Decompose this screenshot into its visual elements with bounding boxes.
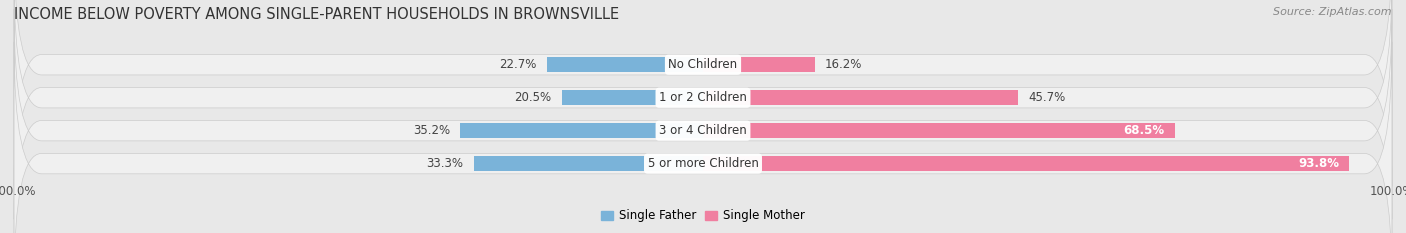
Text: 93.8%: 93.8% <box>1298 157 1339 170</box>
Bar <box>703 156 1350 171</box>
Text: 16.2%: 16.2% <box>825 58 862 71</box>
Bar <box>703 57 814 72</box>
Text: 45.7%: 45.7% <box>1028 91 1066 104</box>
Text: 3 or 4 Children: 3 or 4 Children <box>659 124 747 137</box>
FancyBboxPatch shape <box>14 0 1392 186</box>
Text: 5 or more Children: 5 or more Children <box>648 157 758 170</box>
Text: 68.5%: 68.5% <box>1123 124 1164 137</box>
Bar <box>461 123 703 138</box>
Text: 20.5%: 20.5% <box>515 91 551 104</box>
Text: 22.7%: 22.7% <box>499 58 536 71</box>
Bar <box>547 57 703 72</box>
Bar <box>703 123 1175 138</box>
Bar <box>474 156 703 171</box>
Text: 33.3%: 33.3% <box>426 157 463 170</box>
Legend: Single Father, Single Mother: Single Father, Single Mother <box>596 205 810 227</box>
Bar <box>562 90 703 105</box>
Bar <box>703 90 1018 105</box>
Text: 1 or 2 Children: 1 or 2 Children <box>659 91 747 104</box>
Text: INCOME BELOW POVERTY AMONG SINGLE-PARENT HOUSEHOLDS IN BROWNSVILLE: INCOME BELOW POVERTY AMONG SINGLE-PARENT… <box>14 7 619 22</box>
FancyBboxPatch shape <box>14 42 1392 233</box>
FancyBboxPatch shape <box>14 9 1392 233</box>
Text: 35.2%: 35.2% <box>413 124 450 137</box>
Text: Source: ZipAtlas.com: Source: ZipAtlas.com <box>1274 7 1392 17</box>
FancyBboxPatch shape <box>14 0 1392 219</box>
Text: No Children: No Children <box>668 58 738 71</box>
